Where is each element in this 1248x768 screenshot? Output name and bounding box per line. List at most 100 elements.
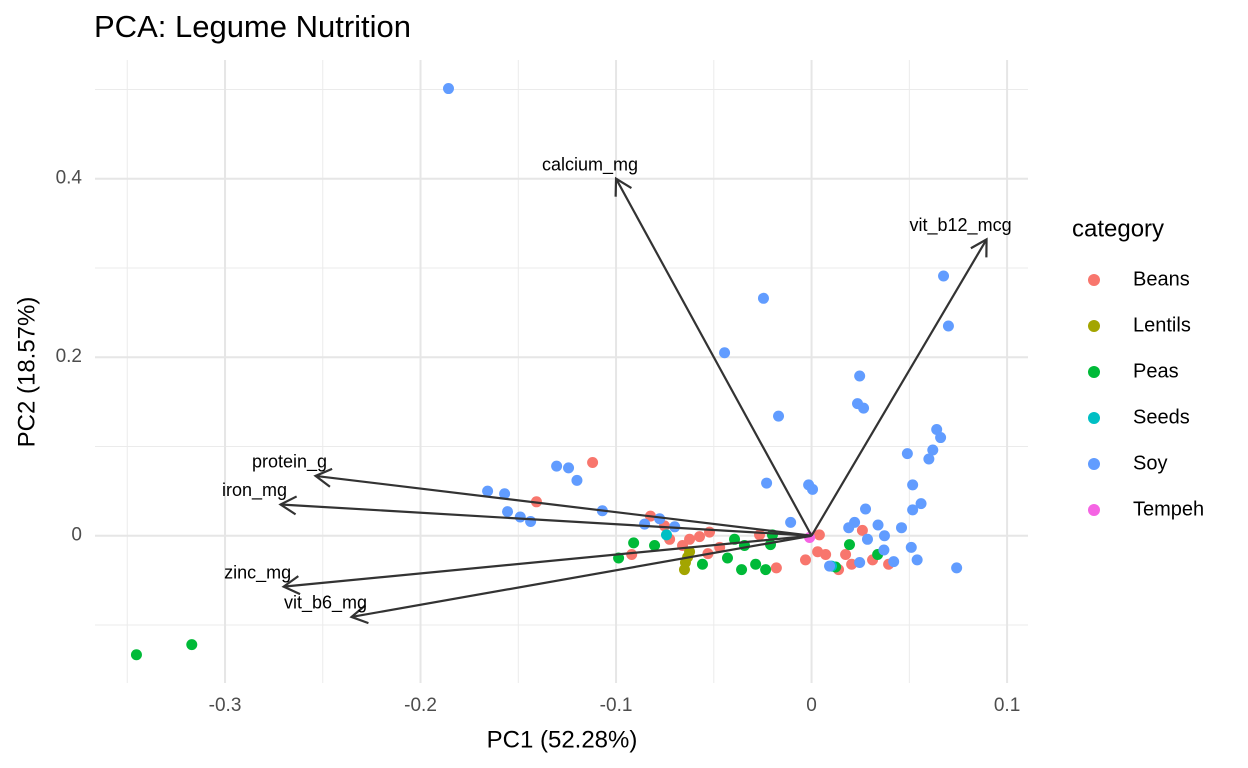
y-tick-label: 0.2 [56, 346, 82, 367]
x-tick-label: 0.1 [994, 695, 1020, 716]
y-tick-label: 0.4 [56, 168, 83, 189]
point [525, 515, 537, 527]
point [911, 554, 923, 566]
point [861, 533, 873, 545]
point [915, 498, 927, 510]
point [684, 533, 696, 545]
point [923, 453, 935, 465]
loading-label: vit_b6_mg [284, 593, 367, 614]
point [502, 506, 514, 518]
point [854, 557, 866, 569]
point [499, 488, 511, 500]
point [896, 522, 908, 534]
legend-key [1088, 320, 1100, 332]
point [951, 562, 963, 574]
point [694, 531, 706, 543]
loading-label: vit_b12_mcg [910, 215, 1012, 236]
legend-key [1088, 274, 1100, 286]
point [130, 649, 142, 661]
legend-label: Tempeh [1133, 498, 1204, 520]
x-tick-label: 0 [806, 695, 817, 716]
arrow-head [349, 604, 369, 625]
point [571, 474, 583, 486]
x-axis-title: PC1 (52.28%) [487, 726, 638, 753]
point [587, 457, 599, 469]
point [843, 539, 855, 551]
loading-arrow [280, 503, 812, 537]
point [696, 558, 708, 570]
point [785, 516, 797, 528]
arrow-head [313, 467, 333, 488]
legend-label: Peas [1133, 360, 1179, 382]
legend-title: category [1072, 215, 1164, 242]
point [770, 562, 782, 574]
point [761, 477, 773, 489]
arrow-head [970, 237, 988, 258]
loading-label: calcium_mg [542, 154, 638, 175]
x-tick-label: -0.3 [209, 695, 242, 716]
point [927, 444, 939, 456]
point [736, 564, 748, 576]
point [860, 503, 872, 515]
arrow-head [614, 176, 633, 197]
legend-label: Seeds [1133, 406, 1190, 428]
x-tick-label: -0.2 [404, 695, 437, 716]
point [563, 462, 575, 474]
legend-key [1088, 504, 1100, 516]
legend-key [1088, 458, 1100, 470]
loading-arrow [283, 534, 812, 588]
point [907, 504, 919, 516]
legend-key [1088, 412, 1100, 424]
point [858, 402, 870, 414]
y-axis-title: PC2 (18.57%) [13, 297, 40, 448]
loading-arrow [615, 178, 813, 537]
arrow-head [278, 495, 298, 516]
point [849, 516, 861, 528]
point [942, 320, 954, 332]
point [678, 564, 690, 576]
loading-label: protein_g [252, 452, 327, 473]
chart-title: PCA: Legume Nutrition [94, 9, 411, 44]
y-tick-label: 0 [71, 525, 82, 546]
arrow-head [281, 575, 301, 596]
point [757, 292, 769, 304]
point [872, 519, 884, 531]
point [639, 518, 651, 530]
point [907, 479, 919, 491]
point [721, 552, 733, 564]
point [442, 83, 454, 95]
loading-label: zinc_mg [224, 562, 291, 583]
point [888, 556, 900, 568]
point [628, 537, 640, 549]
point [800, 554, 812, 566]
point [938, 270, 950, 282]
point [684, 546, 696, 558]
point [813, 529, 825, 541]
point [901, 448, 913, 460]
point [649, 540, 661, 552]
point [186, 639, 198, 651]
point [551, 460, 563, 472]
loading-arrow [315, 474, 812, 537]
loading-label: iron_mg [222, 480, 287, 501]
point [719, 347, 731, 359]
point [935, 432, 947, 444]
point [760, 564, 772, 576]
x-tick-label: -0.1 [600, 695, 633, 716]
point [878, 544, 890, 556]
point [812, 546, 824, 558]
loading-arrow [351, 534, 812, 619]
point [854, 370, 866, 382]
point [660, 529, 672, 541]
point [773, 410, 785, 422]
point [878, 530, 890, 542]
legend-label: Beans [1133, 268, 1190, 290]
point [905, 541, 917, 553]
point [824, 560, 836, 572]
loading-arrow [810, 238, 988, 537]
point [482, 485, 494, 497]
point [514, 511, 526, 523]
legend-label: Lentils [1133, 314, 1191, 336]
point [704, 526, 716, 538]
